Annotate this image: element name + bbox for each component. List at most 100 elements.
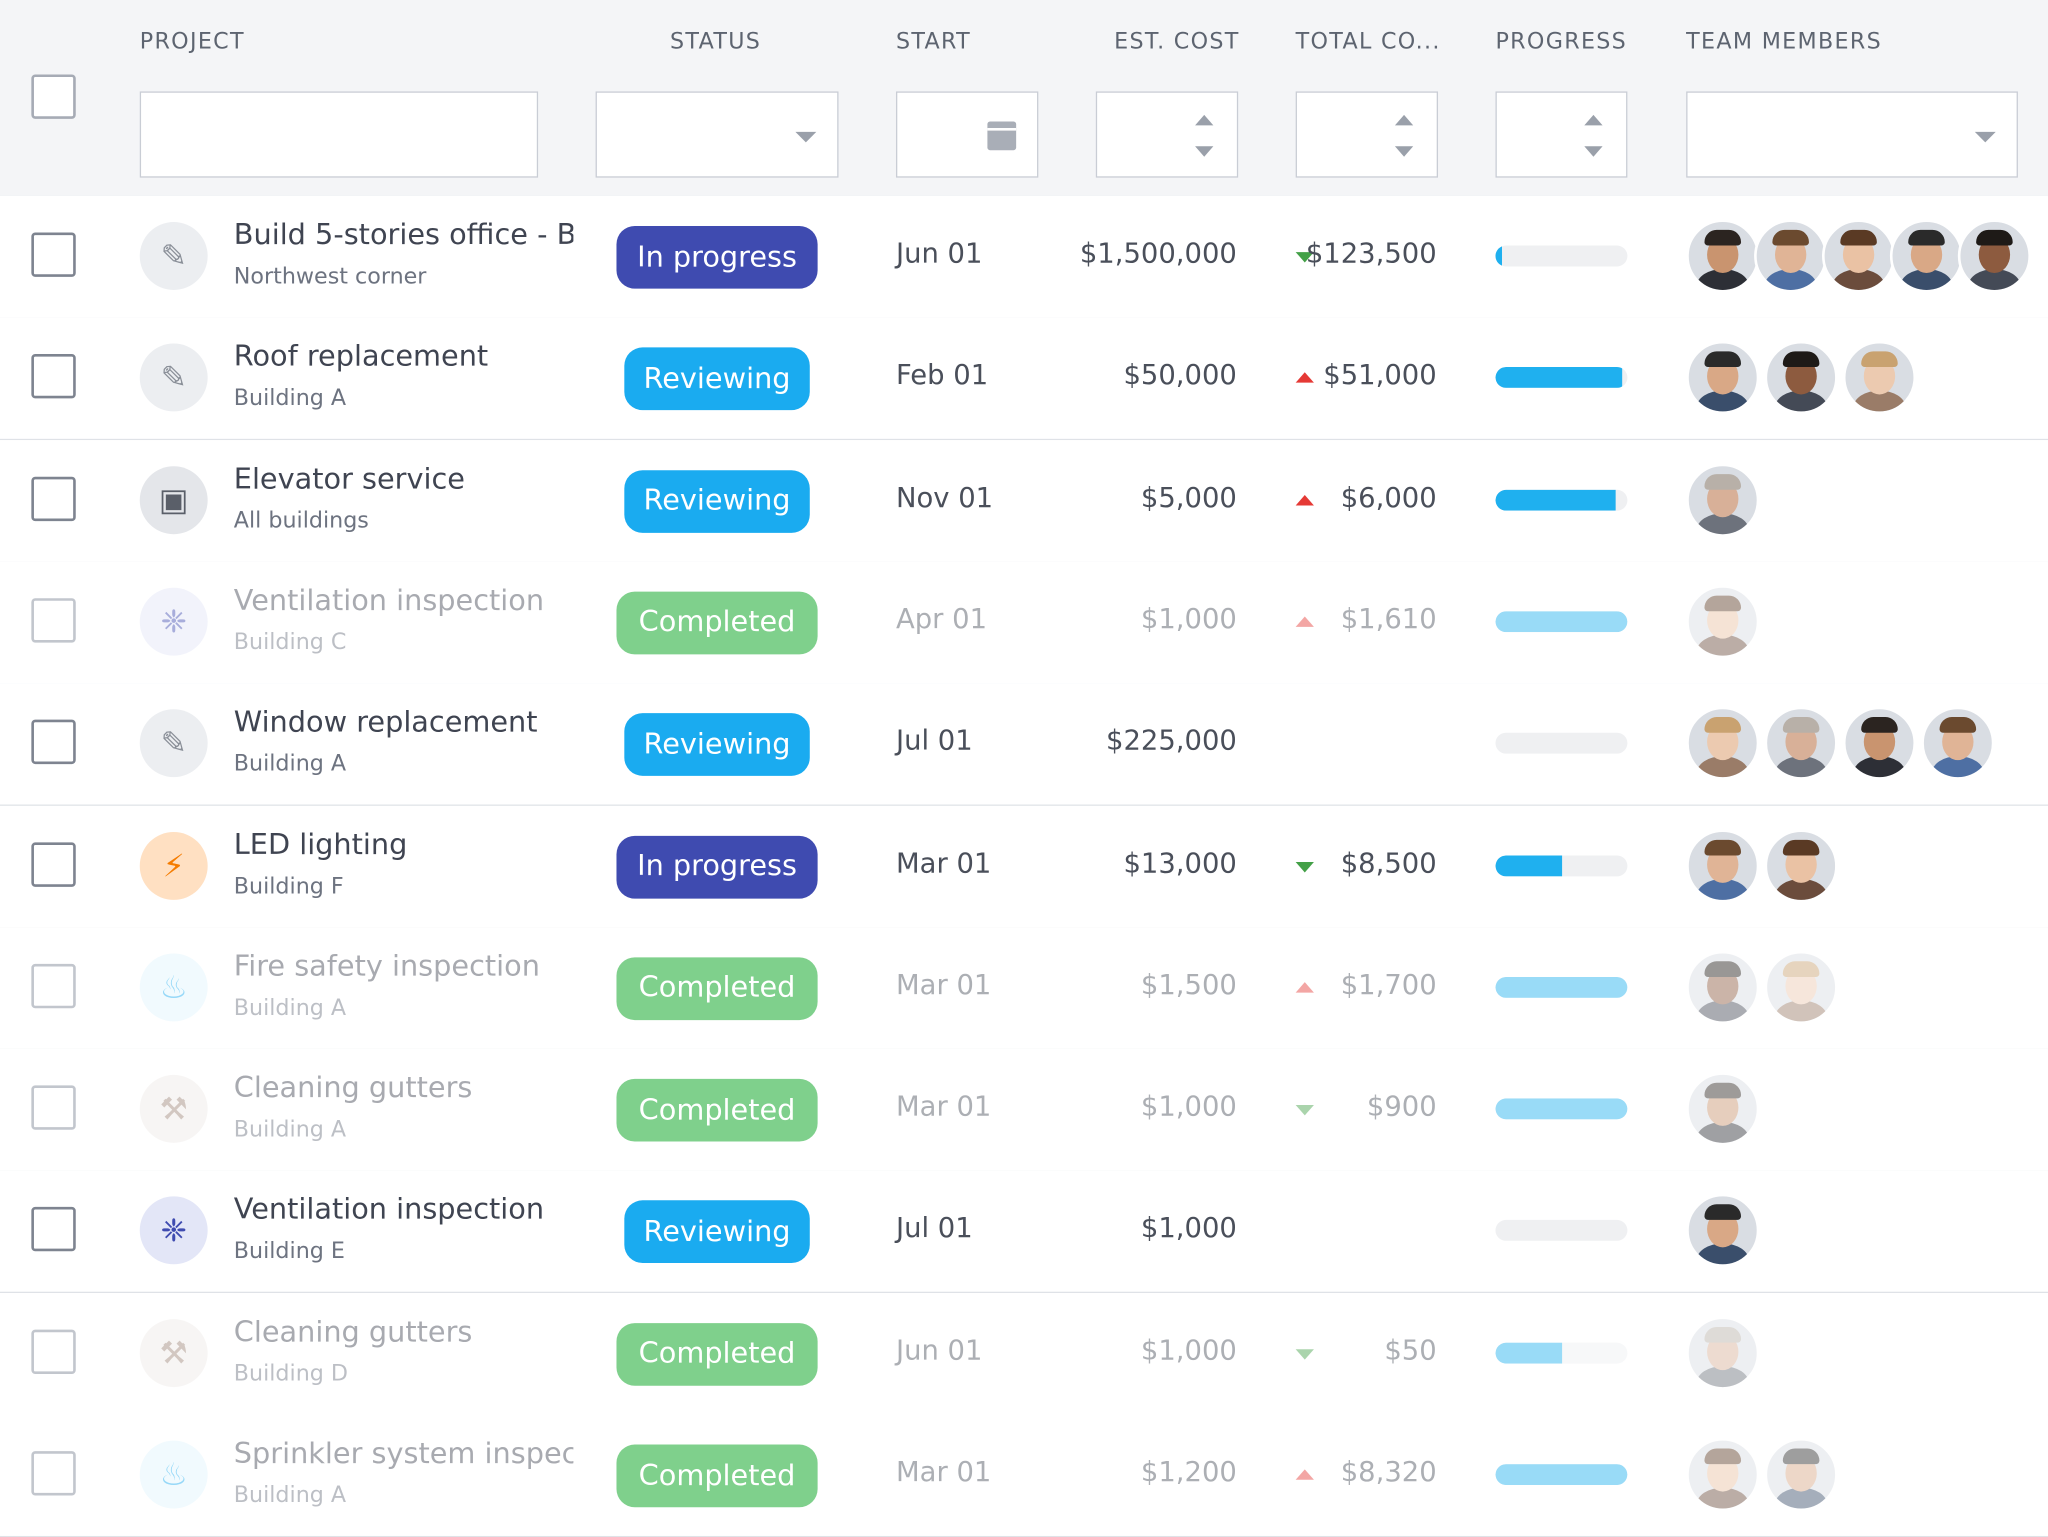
table-row[interactable]: ⚡ LED lighting Building F In progress Mar 01…: [0, 805, 2048, 928]
row-checkbox[interactable]: [31, 841, 76, 887]
column-header-est-cost[interactable]: EST. COST: [1114, 28, 1240, 55]
avatar[interactable]: [1686, 1072, 1760, 1146]
project-name: Fire safety inspection: [233, 950, 540, 984]
trend-up-icon: [1295, 372, 1314, 384]
project-filter-input[interactable]: [139, 91, 539, 178]
column-header-status[interactable]: STATUS: [670, 28, 762, 55]
status-badge: Completed: [616, 1078, 818, 1142]
avatar[interactable]: [1764, 950, 1838, 1024]
select-all-checkbox[interactable]: [31, 74, 76, 119]
table-row[interactable]: ❈ Ventilation inspection Building E Reviewi…: [0, 1170, 2048, 1294]
start-date: Feb 01: [895, 359, 989, 391]
avatar[interactable]: [1686, 1316, 1760, 1390]
column-header-team-members[interactable]: TEAM MEMBERS: [1686, 28, 1882, 55]
avatar[interactable]: [1921, 706, 1995, 780]
avatar[interactable]: [1842, 341, 1917, 415]
avatar[interactable]: [1686, 706, 1760, 780]
est-cost: $1,000: [1140, 1090, 1237, 1123]
avatar[interactable]: [1754, 219, 1828, 293]
progress-bar: [1495, 245, 1628, 267]
progress-fill: [1495, 367, 1623, 389]
avatar[interactable]: [1686, 1438, 1760, 1512]
project-location: Building A: [233, 994, 347, 1022]
fan-icon: ❈: [139, 587, 208, 656]
progress-fill: [1495, 245, 1503, 267]
row-checkbox[interactable]: [31, 963, 76, 1009]
row-checkbox[interactable]: [31, 354, 76, 399]
column-header-start[interactable]: START: [895, 28, 972, 55]
total-cost: $6,000: [1340, 481, 1437, 513]
est-cost: $13,000: [1123, 847, 1237, 879]
project-name: LED lighting: [233, 828, 408, 862]
avatar[interactable]: [1764, 706, 1838, 780]
table-row[interactable]: ❈ Ventilation inspection Building C Complet…: [0, 561, 2048, 685]
team-filter-select[interactable]: [1686, 91, 2018, 178]
avatar[interactable]: [1686, 584, 1760, 659]
status-badge: Completed: [616, 1444, 818, 1508]
calendar-icon[interactable]: [987, 121, 1017, 151]
table-row[interactable]: ✎ Build 5-stories office - B Northwest cor…: [0, 195, 2048, 319]
est-cost-filter-number[interactable]: [1095, 91, 1239, 178]
status-badge: Completed: [616, 957, 818, 1020]
avatar[interactable]: [1686, 828, 1760, 902]
avatar[interactable]: [1957, 219, 2031, 293]
avatar[interactable]: [1686, 950, 1760, 1024]
spinner-down-icon[interactable]: [1584, 146, 1603, 157]
spinner-down-icon[interactable]: [1394, 146, 1414, 157]
progress-bar: [1495, 732, 1628, 754]
table-row[interactable]: ✎ Window replacement Building A Reviewing Ju…: [0, 683, 2048, 807]
total-cost-filter-number[interactable]: [1295, 91, 1439, 178]
spinner-down-icon[interactable]: [1195, 146, 1214, 157]
broom-icon: ⚒: [139, 1075, 208, 1143]
project-name: Elevator service: [233, 463, 465, 496]
spinner-up-icon[interactable]: [1394, 114, 1414, 126]
progress-filter-number[interactable]: [1495, 91, 1628, 178]
avatar[interactable]: [1686, 463, 1760, 537]
start-filter-date[interactable]: [895, 91, 1039, 178]
row-checkbox[interactable]: [31, 1329, 76, 1374]
progress-fill: [1495, 1098, 1628, 1120]
row-checkbox[interactable]: [31, 598, 76, 643]
project-location: Building E: [233, 1238, 345, 1265]
avatar[interactable]: [1686, 1194, 1760, 1268]
table-row[interactable]: ✎ Roof replacement Building A Reviewing Feb …: [0, 317, 2048, 441]
avatar[interactable]: [1764, 341, 1838, 415]
status-badge: Completed: [616, 1322, 818, 1386]
row-checkbox[interactable]: [31, 1207, 76, 1252]
row-checkbox[interactable]: [31, 232, 76, 277]
table-row[interactable]: ⚒ Cleaning gutters Building D Completed Jun …: [0, 1292, 2048, 1416]
row-checkbox[interactable]: [31, 719, 76, 765]
progress-bar: [1495, 976, 1628, 998]
row-checkbox[interactable]: [31, 476, 76, 521]
trend-up-icon: [1295, 1469, 1314, 1480]
table-row[interactable]: ⚒ Cleaning gutters Building A Completed Mar …: [0, 1048, 2048, 1172]
table-row[interactable]: ▣ Elevator service All buildings Reviewing N…: [0, 439, 2048, 563]
fan-icon: ❈: [139, 1196, 208, 1265]
table-row[interactable]: ♨ Fire safety inspection Building A Complet…: [0, 927, 2048, 1050]
avatar[interactable]: [1822, 219, 1896, 293]
spinner-up-icon[interactable]: [1584, 114, 1603, 126]
project-location: Building A: [233, 1116, 347, 1143]
column-header-total-cost[interactable]: TOTAL CO...: [1295, 28, 1441, 55]
status-filter-select[interactable]: [595, 91, 839, 178]
progress-bar: [1495, 1098, 1628, 1120]
start-date: Mar 01: [895, 968, 992, 1001]
spinner-up-icon[interactable]: [1195, 114, 1214, 126]
avatar[interactable]: [1686, 341, 1760, 415]
column-header-project[interactable]: PROJECT: [139, 28, 245, 55]
table-row[interactable]: ♨ Sprinkler system inspect Building A Compl…: [0, 1414, 2048, 1537]
row-checkbox[interactable]: [31, 1451, 76, 1496]
progress-bar: [1495, 367, 1628, 389]
avatar[interactable]: [1889, 219, 1964, 293]
project-location: Building C: [233, 629, 347, 656]
progress-fill: [1495, 976, 1628, 998]
avatar[interactable]: [1842, 706, 1917, 780]
est-cost: $1,500,000: [1079, 237, 1237, 270]
column-header-progress[interactable]: PROGRESS: [1495, 28, 1628, 55]
avatar[interactable]: [1764, 828, 1838, 902]
avatar[interactable]: [1764, 1438, 1838, 1512]
avatar[interactable]: [1686, 219, 1760, 293]
row-checkbox[interactable]: [31, 1085, 76, 1130]
start-date: Apr 01: [895, 603, 988, 635]
